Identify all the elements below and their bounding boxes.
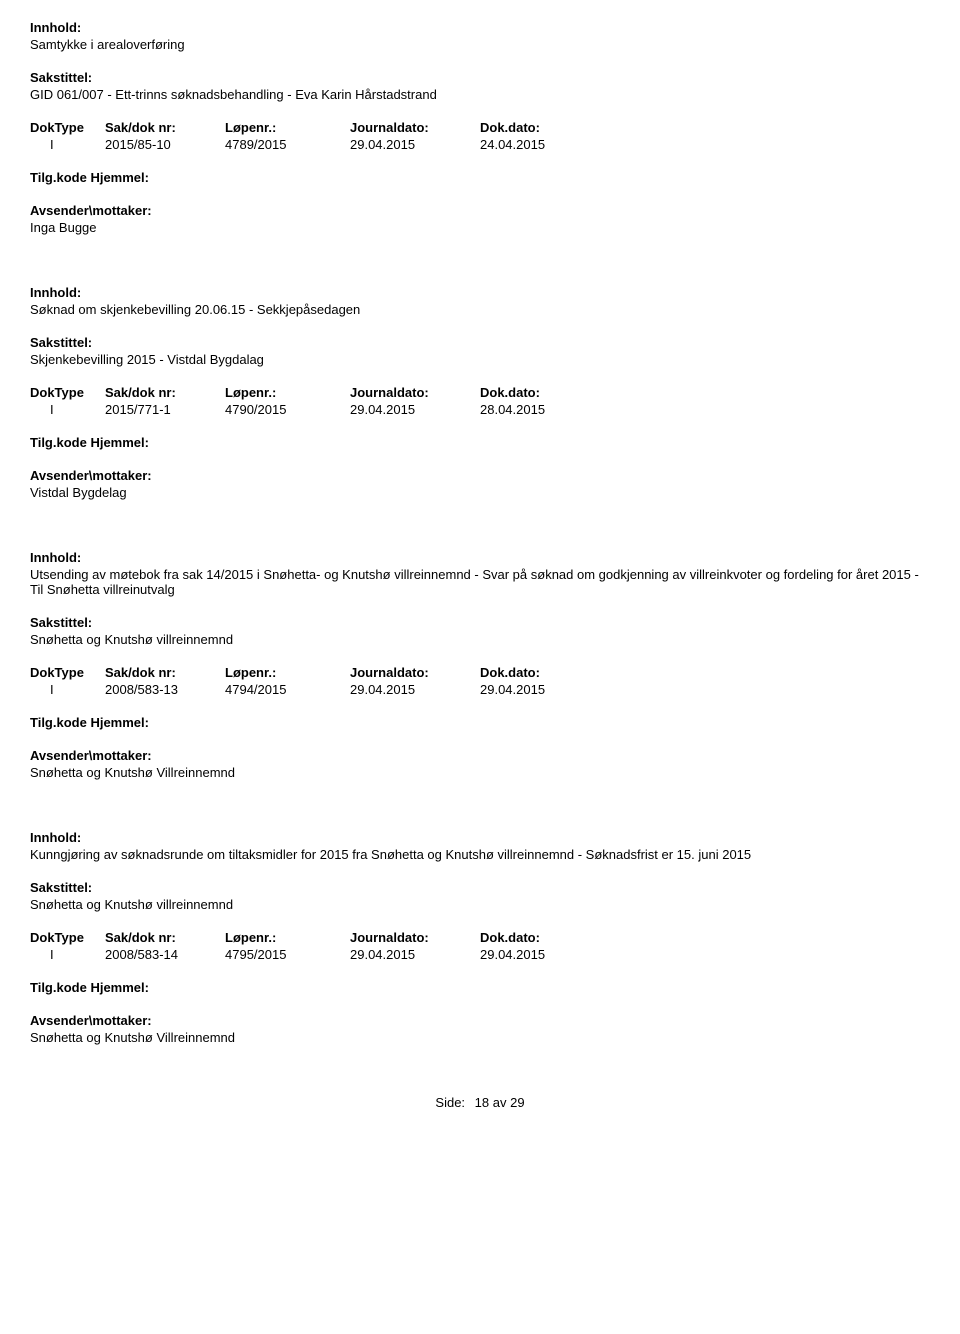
avsender-label: Avsender\mottaker: [30, 468, 930, 483]
col-doktype-value: I [30, 137, 105, 152]
col-dokdato-value: 24.04.2015 [480, 137, 600, 152]
col-doktype-label: DokType [30, 385, 105, 400]
avsender-value: Vistdal Bygdelag [30, 485, 930, 500]
tilgkode-label: Tilg.kode [30, 170, 87, 185]
avsender-value: Snøhetta og Knutshø Villreinnemnd [30, 765, 930, 780]
col-saknr-label: Sak/dok nr: [105, 120, 225, 135]
col-dokdato-value: 29.04.2015 [480, 947, 600, 962]
tilgkode-label: Tilg.kode [30, 980, 87, 995]
innhold-value: Samtykke i arealoverføring [30, 37, 930, 52]
sakstittel-value: Snøhetta og Knutshø villreinnemnd [30, 632, 930, 647]
record: Innhold: Samtykke i arealoverføring Saks… [30, 20, 930, 235]
innhold-value: Søknad om skjenkebevilling 20.06.15 - Se… [30, 302, 930, 317]
innhold-label: Innhold: [30, 285, 930, 300]
sakstittel-label: Sakstittel: [30, 70, 930, 85]
columns-data: I 2015/85-10 4789/2015 29.04.2015 24.04.… [30, 137, 930, 152]
tilgkode-label: Tilg.kode [30, 435, 87, 450]
sakstittel-value: Snøhetta og Knutshø villreinnemnd [30, 897, 930, 912]
col-dokdato-label: Dok.dato: [480, 120, 600, 135]
col-doktype-value: I [30, 402, 105, 417]
col-lopenr-value: 4789/2015 [225, 137, 350, 152]
col-journal-label: Journaldato: [350, 385, 480, 400]
col-journal-label: Journaldato: [350, 665, 480, 680]
footer-page-sep: av [493, 1095, 507, 1110]
avsender-label: Avsender\mottaker: [30, 748, 930, 763]
columns-header: DokType Sak/dok nr: Løpenr.: Journaldato… [30, 665, 930, 680]
hjemmel-label: Hjemmel: [90, 435, 149, 450]
col-journal-value: 29.04.2015 [350, 402, 480, 417]
innhold-label: Innhold: [30, 20, 930, 35]
record: Innhold: Søknad om skjenkebevilling 20.0… [30, 285, 930, 500]
col-lopenr-label: Løpenr.: [225, 385, 350, 400]
columns-data: I 2008/583-14 4795/2015 29.04.2015 29.04… [30, 947, 930, 962]
col-doktype-label: DokType [30, 665, 105, 680]
col-journal-label: Journaldato: [350, 930, 480, 945]
col-dokdato-label: Dok.dato: [480, 930, 600, 945]
record: Innhold: Kunngjøring av søknadsrunde om … [30, 830, 930, 1045]
col-saknr-value: 2015/85-10 [105, 137, 225, 152]
innhold-label: Innhold: [30, 550, 930, 565]
avsender-label: Avsender\mottaker: [30, 1013, 930, 1028]
footer-page-total: 29 [510, 1095, 524, 1110]
col-saknr-label: Sak/dok nr: [105, 930, 225, 945]
sakstittel-label: Sakstittel: [30, 880, 930, 895]
footer-side-label: Side: [435, 1095, 465, 1110]
sakstittel-value: Skjenkebevilling 2015 - Vistdal Bygdalag [30, 352, 930, 367]
sakstittel-label: Sakstittel: [30, 335, 930, 350]
columns-header: DokType Sak/dok nr: Løpenr.: Journaldato… [30, 930, 930, 945]
col-lopenr-value: 4790/2015 [225, 402, 350, 417]
col-lopenr-label: Løpenr.: [225, 120, 350, 135]
footer-page-current: 18 [475, 1095, 489, 1110]
tilgkode-row: Tilg.kode Hjemmel: [30, 980, 930, 995]
col-journal-value: 29.04.2015 [350, 682, 480, 697]
tilgkode-label: Tilg.kode [30, 715, 87, 730]
col-journal-label: Journaldato: [350, 120, 480, 135]
columns-data: I 2015/771-1 4790/2015 29.04.2015 28.04.… [30, 402, 930, 417]
avsender-value: Inga Bugge [30, 220, 930, 235]
col-saknr-value: 2008/583-13 [105, 682, 225, 697]
col-journal-value: 29.04.2015 [350, 947, 480, 962]
innhold-value: Utsending av møtebok fra sak 14/2015 i S… [30, 567, 930, 597]
col-saknr-value: 2008/583-14 [105, 947, 225, 962]
col-dokdato-label: Dok.dato: [480, 385, 600, 400]
columns-header: DokType Sak/dok nr: Løpenr.: Journaldato… [30, 385, 930, 400]
sakstittel-value: GID 061/007 - Ett-trinns søknadsbehandli… [30, 87, 930, 102]
col-doktype-value: I [30, 947, 105, 962]
col-saknr-value: 2015/771-1 [105, 402, 225, 417]
col-dokdato-label: Dok.dato: [480, 665, 600, 680]
col-lopenr-label: Løpenr.: [225, 665, 350, 680]
col-journal-value: 29.04.2015 [350, 137, 480, 152]
columns-header: DokType Sak/dok nr: Løpenr.: Journaldato… [30, 120, 930, 135]
hjemmel-label: Hjemmel: [90, 980, 149, 995]
hjemmel-label: Hjemmel: [90, 170, 149, 185]
tilgkode-row: Tilg.kode Hjemmel: [30, 715, 930, 730]
col-dokdato-value: 29.04.2015 [480, 682, 600, 697]
col-saknr-label: Sak/dok nr: [105, 665, 225, 680]
innhold-value: Kunngjøring av søknadsrunde om tiltaksmi… [30, 847, 930, 862]
col-doktype-label: DokType [30, 930, 105, 945]
col-doktype-label: DokType [30, 120, 105, 135]
innhold-label: Innhold: [30, 830, 930, 845]
col-lopenr-value: 4795/2015 [225, 947, 350, 962]
col-lopenr-label: Løpenr.: [225, 930, 350, 945]
page-footer: Side: 18 av 29 [30, 1095, 930, 1110]
hjemmel-label: Hjemmel: [90, 715, 149, 730]
col-dokdato-value: 28.04.2015 [480, 402, 600, 417]
columns-data: I 2008/583-13 4794/2015 29.04.2015 29.04… [30, 682, 930, 697]
sakstittel-label: Sakstittel: [30, 615, 930, 630]
avsender-value: Snøhetta og Knutshø Villreinnemnd [30, 1030, 930, 1045]
tilgkode-row: Tilg.kode Hjemmel: [30, 435, 930, 450]
col-doktype-value: I [30, 682, 105, 697]
col-saknr-label: Sak/dok nr: [105, 385, 225, 400]
tilgkode-row: Tilg.kode Hjemmel: [30, 170, 930, 185]
col-lopenr-value: 4794/2015 [225, 682, 350, 697]
avsender-label: Avsender\mottaker: [30, 203, 930, 218]
record: Innhold: Utsending av møtebok fra sak 14… [30, 550, 930, 780]
